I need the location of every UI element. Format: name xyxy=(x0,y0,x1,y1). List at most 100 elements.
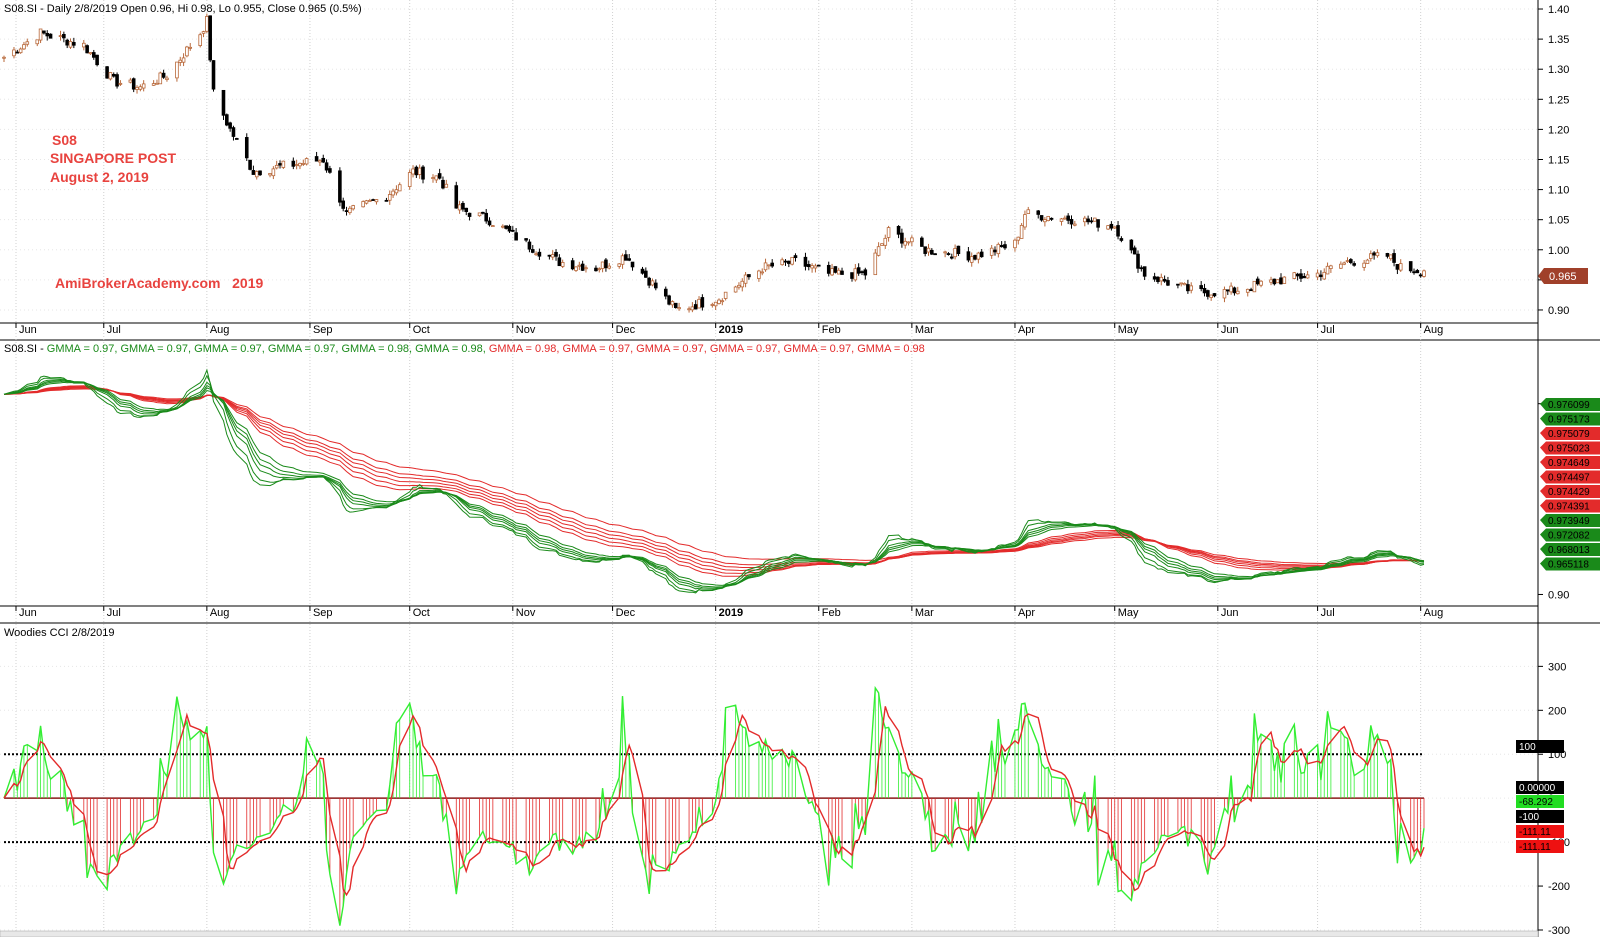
price-month-label: Nov xyxy=(516,324,536,336)
candle-body xyxy=(1152,276,1157,280)
candle-body xyxy=(1385,253,1390,257)
candle xyxy=(803,252,808,271)
candle-body xyxy=(105,66,109,79)
candle-body xyxy=(391,190,395,196)
candle xyxy=(271,166,276,180)
candle-body xyxy=(431,177,435,179)
gmma-value-tag-bg xyxy=(1540,485,1600,498)
candle-body xyxy=(444,183,449,188)
candle xyxy=(1069,215,1074,229)
candle-body xyxy=(760,271,765,274)
candle-body xyxy=(1368,253,1373,259)
candle xyxy=(853,264,858,282)
candle xyxy=(979,249,984,258)
candle-body xyxy=(464,207,469,212)
candle-body xyxy=(138,86,143,90)
candle xyxy=(185,45,189,58)
candle xyxy=(617,263,622,269)
candle xyxy=(554,249,558,261)
candle xyxy=(687,306,691,313)
candle-body xyxy=(1106,225,1110,230)
candle-body xyxy=(1176,283,1180,286)
candle-body xyxy=(394,189,399,194)
candle-body xyxy=(82,42,86,48)
candle xyxy=(1299,268,1303,282)
candle-body xyxy=(860,271,864,273)
candle-body xyxy=(1235,290,1240,295)
candle-body xyxy=(534,253,538,256)
candle xyxy=(1275,279,1280,284)
candle xyxy=(1152,272,1157,282)
candle xyxy=(131,77,136,93)
candle-body xyxy=(687,308,691,311)
candle xyxy=(534,251,538,256)
gmma-value-tag-bg xyxy=(1540,543,1600,556)
candle xyxy=(1392,249,1396,267)
candle-body xyxy=(45,32,50,37)
candle-body xyxy=(1329,265,1333,269)
candle xyxy=(1349,258,1353,265)
candle xyxy=(1295,272,1300,281)
scrollbar-track[interactable] xyxy=(0,930,1539,938)
candle xyxy=(15,49,20,54)
bottom-scrollbar[interactable] xyxy=(0,930,1539,938)
candle-body xyxy=(304,158,309,165)
gmma-month-label: Apr xyxy=(1018,607,1035,619)
candle-body xyxy=(414,166,419,176)
candle-body xyxy=(1418,274,1423,277)
gmma-short-ema-line xyxy=(3,380,1425,588)
candle-body xyxy=(1398,263,1403,271)
candle xyxy=(946,252,951,256)
candle xyxy=(1039,215,1044,222)
candle xyxy=(627,253,631,262)
candle-body xyxy=(1352,263,1356,266)
candle-body xyxy=(906,241,911,244)
candle xyxy=(770,259,774,268)
cci-value-tag-label: -68.292 xyxy=(1519,797,1553,808)
candle xyxy=(38,28,43,44)
candle-body xyxy=(584,267,588,270)
candle xyxy=(258,170,262,176)
candle xyxy=(1162,275,1167,283)
gmma-month-label: Jun xyxy=(1221,607,1239,619)
gmma-month-label: May xyxy=(1118,607,1139,619)
candle-body xyxy=(833,266,838,273)
gmma-value-tag-label: 0.972082 xyxy=(1548,531,1590,542)
candle-body xyxy=(1272,278,1277,285)
candle-body xyxy=(1245,288,1250,293)
candle-body xyxy=(604,259,608,269)
candle-body xyxy=(1222,289,1227,299)
candle xyxy=(95,54,99,67)
candle-body xyxy=(813,265,818,269)
candle xyxy=(667,294,671,306)
gmma-value-tag-bg xyxy=(1540,499,1600,513)
candle-body xyxy=(700,297,705,308)
gmma-short-ema-line xyxy=(3,381,1425,586)
gmma-month-label: Sep xyxy=(313,607,333,619)
candle-body xyxy=(537,251,542,257)
candle xyxy=(537,248,542,260)
cci-tick-label: -300 xyxy=(1548,925,1570,937)
candle xyxy=(570,257,575,271)
gmma-value-tag-label: 0.974497 xyxy=(1548,473,1590,484)
candle xyxy=(1026,206,1031,214)
candle-body xyxy=(574,266,578,271)
candle-body xyxy=(254,171,259,178)
candle xyxy=(530,245,535,254)
candle xyxy=(22,41,26,50)
candle xyxy=(48,33,53,39)
candle xyxy=(690,302,695,313)
candle xyxy=(351,204,355,211)
candle-body xyxy=(926,247,931,253)
candle xyxy=(481,211,485,215)
candle-body xyxy=(1066,215,1070,221)
gmma-long-ema-line xyxy=(3,388,1425,565)
candle xyxy=(1202,283,1207,297)
gmma-month-label: Aug xyxy=(1424,607,1444,619)
candle-body xyxy=(783,260,788,263)
candle xyxy=(1388,254,1393,261)
candle-body xyxy=(1229,285,1233,293)
candle xyxy=(384,197,389,202)
candle xyxy=(883,234,888,249)
